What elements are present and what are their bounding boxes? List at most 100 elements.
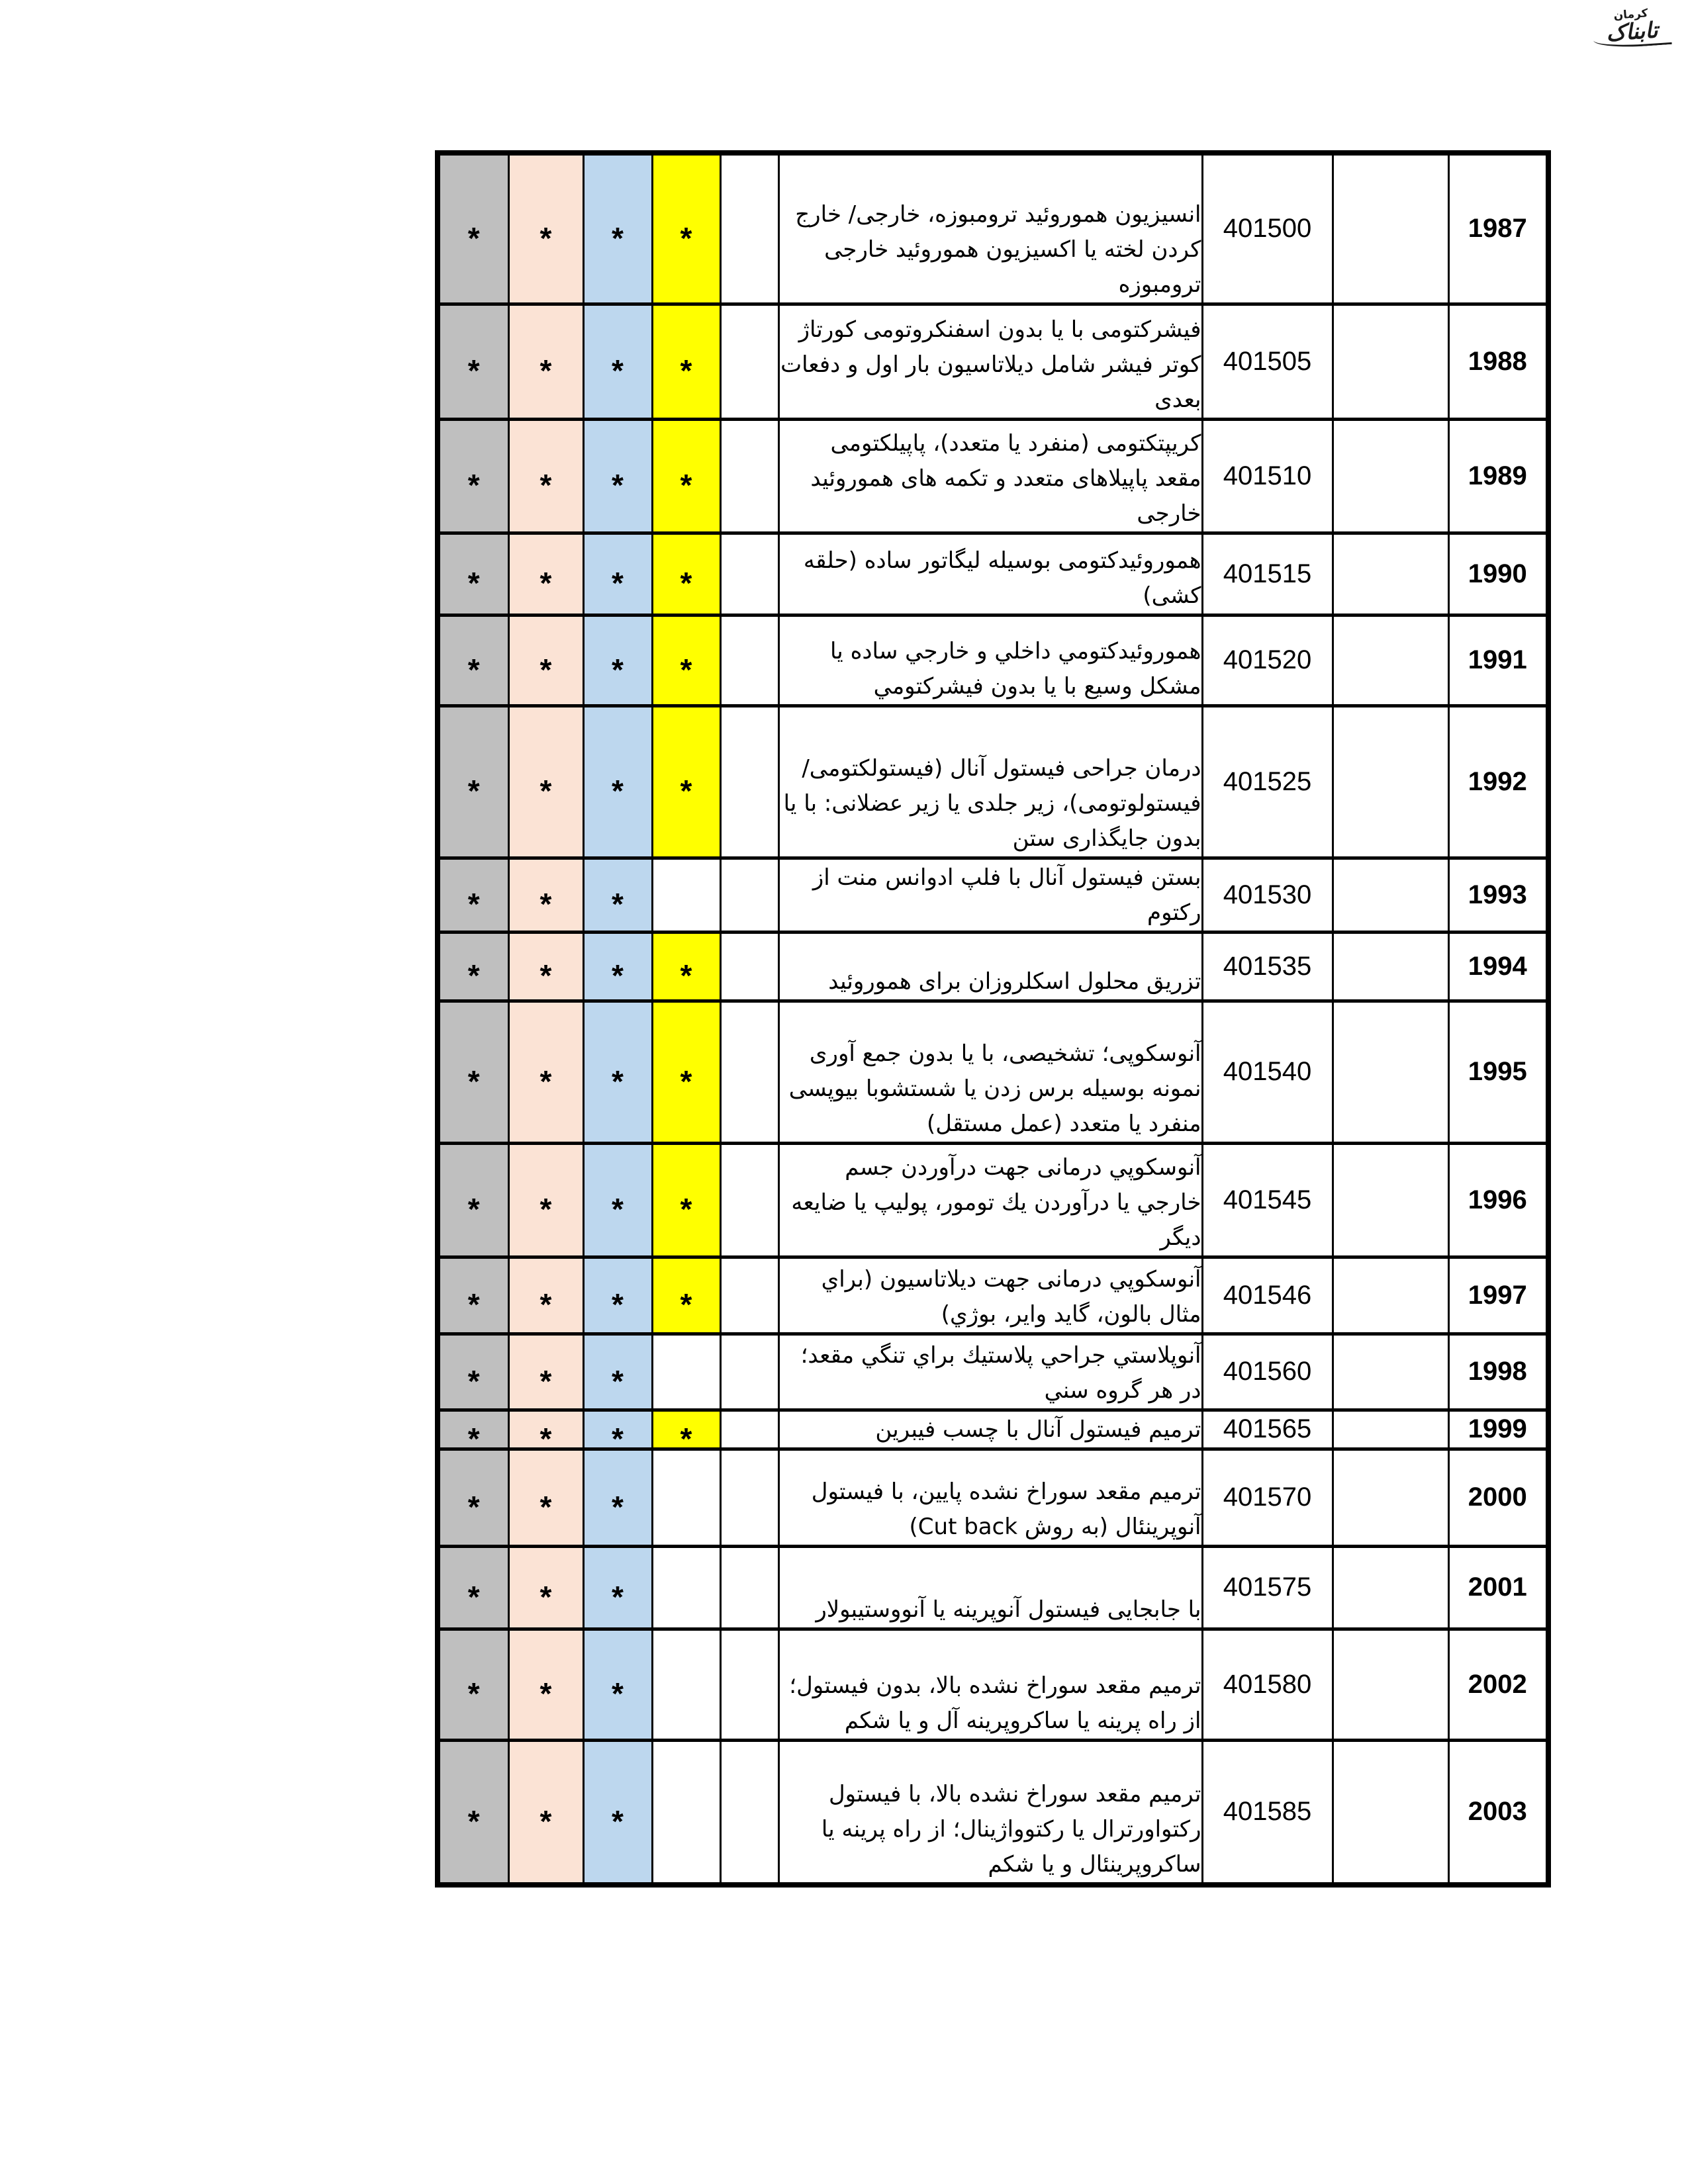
empty-cell [1331, 1408, 1450, 1451]
flag-cell-pink: * [507, 151, 585, 306]
asterisk-mark: * [612, 652, 624, 687]
table-row: 2000 401570 ترمیم مقعد سوراخ نشده پایین،… [436, 1447, 1550, 1548]
spacer-cell [719, 302, 780, 421]
asterisk-mark: * [467, 652, 480, 687]
asterisk-mark: * [467, 958, 480, 993]
procedure-description: آنوسكوپي درمانی جهت درآوردن جسم خارجي یا… [777, 1141, 1203, 1259]
empty-cell [1331, 856, 1450, 934]
flag-cell-gray: * [436, 1408, 510, 1451]
asterisk-mark: * [467, 353, 480, 388]
table-row: 1991 401520 هموروئيدکتومي داخلي و خارجي … [436, 613, 1550, 707]
flag-cell-pink: * [507, 531, 585, 617]
asterisk-mark: * [539, 1421, 552, 1449]
asterisk-mark: * [539, 566, 552, 601]
asterisk-mark: * [680, 566, 692, 601]
table-row: 1987 401500 انسیزیون هموروئید ترومبوزه، … [436, 151, 1550, 306]
flag-cell-pink: * [507, 1447, 585, 1548]
table-row: 2002 401580 ترمیم مقعد سوراخ نشده بالا، … [436, 1627, 1550, 1742]
row-number: 1993 [1447, 856, 1550, 934]
empty-cell [1331, 930, 1450, 1003]
flag-cell-yellow: * [651, 531, 722, 617]
asterisk-mark: * [612, 1489, 624, 1524]
row-number: 1991 [1447, 613, 1550, 707]
procedure-code: 401570 [1201, 1447, 1334, 1548]
procedure-description: انسیزیون هموروئید ترومبوزه، خارجی/ خارج … [777, 151, 1203, 306]
spacer-cell [719, 1255, 780, 1336]
procedure-code: 401585 [1201, 1738, 1334, 1887]
flag-cell-blue: * [582, 1738, 653, 1887]
flag-cell-pink: * [507, 302, 585, 421]
asterisk-mark: * [539, 1363, 552, 1398]
flag-cell-yellow: * [651, 1141, 722, 1259]
row-number: 1996 [1447, 1141, 1550, 1259]
spacer-cell [719, 1544, 780, 1631]
flag-cell-yellow: * [651, 930, 722, 1003]
procedure-code: 401580 [1201, 1627, 1334, 1742]
spacer-cell [719, 704, 780, 860]
flag-cell-yellow: * [651, 1408, 722, 1451]
procedure-code: 401575 [1201, 1544, 1334, 1631]
asterisk-mark: * [539, 468, 552, 503]
row-number: 1994 [1447, 930, 1550, 1003]
table-row: 1992 401525 درمان جراحی فیستول آنال (فیس… [436, 704, 1550, 860]
procedure-description: ترمیم فیستول آنال با چسب فیبرین [777, 1408, 1203, 1451]
flag-cell-yellow [651, 856, 722, 934]
asterisk-mark: * [467, 1192, 480, 1227]
flag-cell-blue: * [582, 1332, 653, 1412]
procedure-code: 401525 [1201, 704, 1334, 860]
spacer-cell [719, 531, 780, 617]
row-number: 1988 [1447, 302, 1550, 421]
empty-cell [1331, 1447, 1450, 1548]
asterisk-mark: * [539, 1287, 552, 1322]
flag-cell-blue: * [582, 417, 653, 535]
empty-cell [1331, 704, 1450, 860]
flag-cell-gray: * [436, 1544, 510, 1631]
asterisk-mark: * [612, 1421, 624, 1449]
flag-cell-blue: * [582, 1447, 653, 1548]
flag-cell-gray: * [436, 1255, 510, 1336]
procedure-description: هموروئیدکتومی بوسیله لیگاتور ساده (حلقه … [777, 531, 1203, 617]
flag-cell-pink: * [507, 1255, 585, 1336]
asterisk-mark: * [612, 1676, 624, 1711]
flag-cell-yellow: * [651, 613, 722, 707]
flag-cell-gray: * [436, 302, 510, 421]
flag-cell-pink: * [507, 1738, 585, 1887]
empty-cell [1331, 151, 1450, 306]
procedure-code: 401500 [1201, 151, 1334, 306]
procedure-code: 401535 [1201, 930, 1334, 1003]
table-row: 1988 401505 فیشرکتومی با یا بدون اسفنکرو… [436, 302, 1550, 421]
spacer-cell [719, 417, 780, 535]
flag-cell-blue: * [582, 999, 653, 1145]
row-number: 1998 [1447, 1332, 1550, 1412]
flag-cell-gray: * [436, 1141, 510, 1259]
table-row: 2001 401575 با جابجایی فیستول آنوپرینه ی… [436, 1544, 1550, 1631]
empty-cell [1331, 417, 1450, 535]
flag-cell-blue: * [582, 1255, 653, 1336]
asterisk-mark: * [612, 1064, 624, 1099]
procedure-code: 401530 [1201, 856, 1334, 934]
flag-cell-yellow: * [651, 417, 722, 535]
table-row: 1996 401545 آنوسكوپي درمانی جهت درآوردن … [436, 1141, 1550, 1259]
procedure-description: ترمیم مقعد سوراخ نشده پایین، با فیستول آ… [777, 1447, 1203, 1548]
logo-brand-text: تابناک [1592, 17, 1672, 50]
flag-cell-yellow: * [651, 999, 722, 1145]
flag-cell-pink: * [507, 417, 585, 535]
flag-cell-blue: * [582, 1627, 653, 1742]
flag-cell-gray: * [436, 531, 510, 617]
asterisk-mark: * [539, 958, 552, 993]
spacer-cell [719, 1332, 780, 1412]
procedure-description: درمان جراحی فیستول آنال (فیستولکتومی/فیس… [777, 704, 1203, 860]
spacer-cell [719, 999, 780, 1145]
flag-cell-pink: * [507, 1408, 585, 1451]
procedure-description: کریپتکتومی (منفرد یا متعدد)، پاپیلکتومی … [777, 417, 1203, 535]
row-number: 1990 [1447, 531, 1550, 617]
flag-cell-gray: * [436, 704, 510, 860]
empty-cell [1331, 1141, 1450, 1259]
spacer-cell [719, 1447, 780, 1548]
asterisk-mark: * [539, 353, 552, 388]
tabnak-kerman-logo: کرمان تابناک [1591, 7, 1672, 50]
empty-cell [1331, 1738, 1450, 1887]
asterisk-mark: * [539, 1192, 552, 1227]
asterisk-mark: * [680, 1287, 692, 1322]
flag-cell-pink: * [507, 930, 585, 1003]
